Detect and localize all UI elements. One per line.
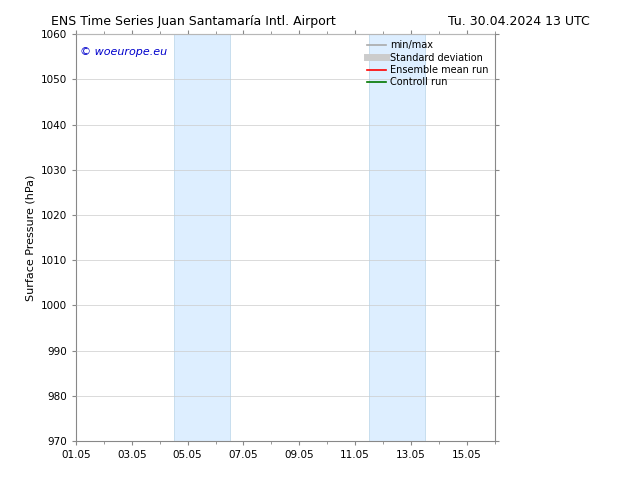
Legend: min/max, Standard deviation, Ensemble mean run, Controll run: min/max, Standard deviation, Ensemble me… [363, 36, 493, 91]
Text: © woeurope.eu: © woeurope.eu [81, 47, 167, 56]
Y-axis label: Surface Pressure (hPa): Surface Pressure (hPa) [25, 174, 36, 301]
Bar [369, 34, 425, 441]
Text: ENS Time Series Juan Santamaría Intl. Airport: ENS Time Series Juan Santamaría Intl. Ai… [51, 15, 335, 28]
Text: Tu. 30.04.2024 13 UTC: Tu. 30.04.2024 13 UTC [448, 15, 590, 28]
Bar [174, 34, 230, 441]
